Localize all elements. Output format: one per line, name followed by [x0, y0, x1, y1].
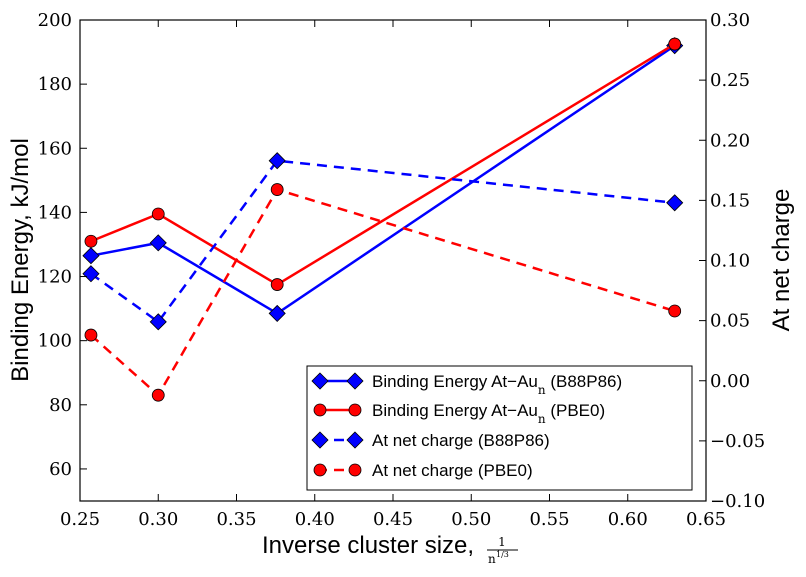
y-left-tick-label: 180 — [38, 74, 72, 95]
fraction-denominator-exponent: 1/3 — [496, 550, 509, 559]
y-right-axis-label: At net charge — [768, 189, 795, 332]
fraction-numerator: 1 — [498, 535, 506, 549]
data-point-series-4 — [668, 304, 682, 318]
y-left-tick-label: 120 — [38, 267, 72, 288]
data-point-series-3 — [149, 313, 167, 331]
series-line-4 — [90, 188, 676, 398]
data-point-series-2 — [270, 278, 284, 291]
y-right-axis-ticks: −0.10 −0.05 0.00 0.05 0.10 0.15 0.20 0.25 0.30 — [699, 10, 765, 512]
legend-box — [306, 365, 693, 491]
y-right-tick-label: 0.00 — [710, 371, 750, 392]
data-point-series-2 — [151, 207, 165, 221]
x-tick-label: 0.50 — [451, 509, 491, 530]
y-right-tick-label: −0.05 — [710, 431, 765, 452]
series-line-2 — [90, 42, 676, 287]
y-right-tick-label: 0.25 — [710, 70, 750, 91]
legend-label-suffix: (PBE0) — [546, 401, 606, 420]
data-point-series-4 — [84, 328, 98, 342]
data-point-series-3 — [666, 194, 684, 212]
y-left-tick-label: 80 — [49, 395, 72, 416]
data-point-series-3 — [82, 265, 100, 283]
y-left-tick-label: 100 — [38, 331, 72, 352]
y-right-tick-label: 0.10 — [710, 251, 750, 272]
x-axis-ticks: 0.25 0.30 0.35 0.40 0.45 0.50 0.55 0.60 0.65 — [60, 20, 726, 530]
legend-marker-1 — [311, 372, 329, 390]
y-right-tick-label: 0.15 — [710, 190, 750, 211]
x-axis-label-fraction: 1 n 1/3 — [487, 535, 518, 566]
x-tick-label: 0.25 — [60, 509, 100, 530]
series-layer — [82, 37, 684, 402]
x-tick-label: 0.45 — [373, 509, 413, 530]
x-tick-label: 0.55 — [529, 509, 569, 530]
legend-label-suffix: (B88P86) — [546, 372, 623, 391]
y-right-tick-label: 0.20 — [710, 130, 750, 151]
x-tick-label: 0.60 — [608, 509, 648, 530]
data-point-series-4 — [151, 388, 165, 402]
data-point-series-2 — [668, 37, 682, 51]
legend-label-subscript: n — [538, 383, 546, 397]
y-left-tick-label: 140 — [38, 202, 72, 223]
y-right-tick-label: 0.30 — [710, 10, 750, 31]
legend-marker-2 — [313, 403, 327, 417]
x-axis-label: Inverse cluster size, — [262, 532, 474, 559]
legend-label-subscript: n — [538, 412, 546, 426]
data-point-series-1 — [268, 304, 286, 322]
y-left-axis-label: Binding Energy, kJ/mol — [7, 138, 34, 382]
series-line-1 — [90, 44, 676, 315]
x-tick-label: 0.40 — [295, 509, 335, 530]
x-tick-label: 0.65 — [686, 509, 726, 530]
plot-frame — [79, 19, 707, 502]
legend-marker-1 — [346, 372, 364, 390]
y-left-tick-label: 60 — [49, 459, 72, 480]
y-right-tick-label: 0.05 — [710, 311, 750, 332]
legend-label-4: At net charge (PBE0) — [372, 461, 533, 480]
y-left-axis-ticks: 60 80 100 120 140 160 180 200 — [38, 10, 87, 480]
legend-marker-3 — [311, 431, 329, 449]
data-point-series-1 — [149, 234, 167, 252]
data-point-series-2 — [84, 234, 98, 248]
legend: Binding Energy At−Aun (B88P86)Binding En… — [306, 365, 693, 491]
legend-marker-4 — [348, 463, 362, 477]
y-right-tick-label: −0.10 — [710, 491, 765, 512]
y-left-tick-label: 200 — [38, 10, 72, 31]
fraction-denominator: n — [488, 552, 496, 566]
legend-marker-4 — [313, 463, 327, 477]
x-tick-label: 0.35 — [216, 509, 256, 530]
data-point-series-1 — [82, 247, 100, 265]
legend-marker-3 — [346, 431, 364, 449]
data-point-series-4 — [270, 183, 284, 196]
series-line-3 — [90, 159, 675, 324]
legend-marker-2 — [348, 403, 362, 417]
x-tick-label: 0.30 — [138, 509, 178, 530]
legend-label-3: At net charge (B88P86) — [372, 431, 550, 450]
y-left-tick-label: 160 — [38, 138, 72, 159]
data-point-series-3 — [268, 152, 286, 170]
